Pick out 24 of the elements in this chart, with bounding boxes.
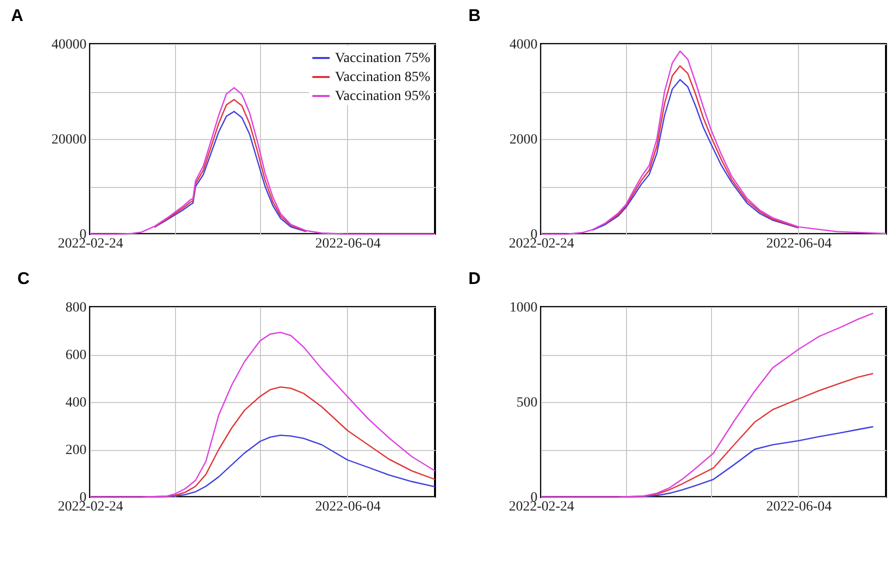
legend-label: Vaccination 85%: [335, 70, 431, 85]
y-tick-label: 400: [66, 396, 86, 410]
y-tick-label: 2000: [510, 132, 538, 148]
line-series: [604, 65, 800, 228]
chart-title: D: [468, 269, 481, 288]
chart-title: B: [468, 6, 481, 25]
y-tick-label: 200: [66, 443, 86, 458]
y-tick-label: 600: [66, 348, 86, 363]
legend-label: Vaccination 75%: [335, 51, 431, 66]
chart-title: A: [11, 6, 24, 25]
x-tick-label: 2022-06-04: [766, 500, 832, 514]
y-tick-label: 20000: [52, 132, 86, 148]
x-tick-label: 2022-06-04: [315, 236, 381, 252]
x-tick-label: 2022-06-04: [315, 500, 381, 514]
y-tick-label: 500: [516, 396, 538, 410]
chart-title: C: [17, 269, 30, 288]
y-tick-label: 800: [66, 300, 86, 316]
legend-label: Vaccination 95%: [335, 89, 431, 104]
y-tick-label: 40000: [52, 38, 86, 52]
x-tick-label: 2022-06-04: [766, 236, 832, 252]
y-tick-label: 4000: [510, 38, 538, 52]
line-series: [540, 312, 874, 498]
line-series: [592, 78, 800, 231]
y-tick-label: 1000: [510, 300, 538, 316]
